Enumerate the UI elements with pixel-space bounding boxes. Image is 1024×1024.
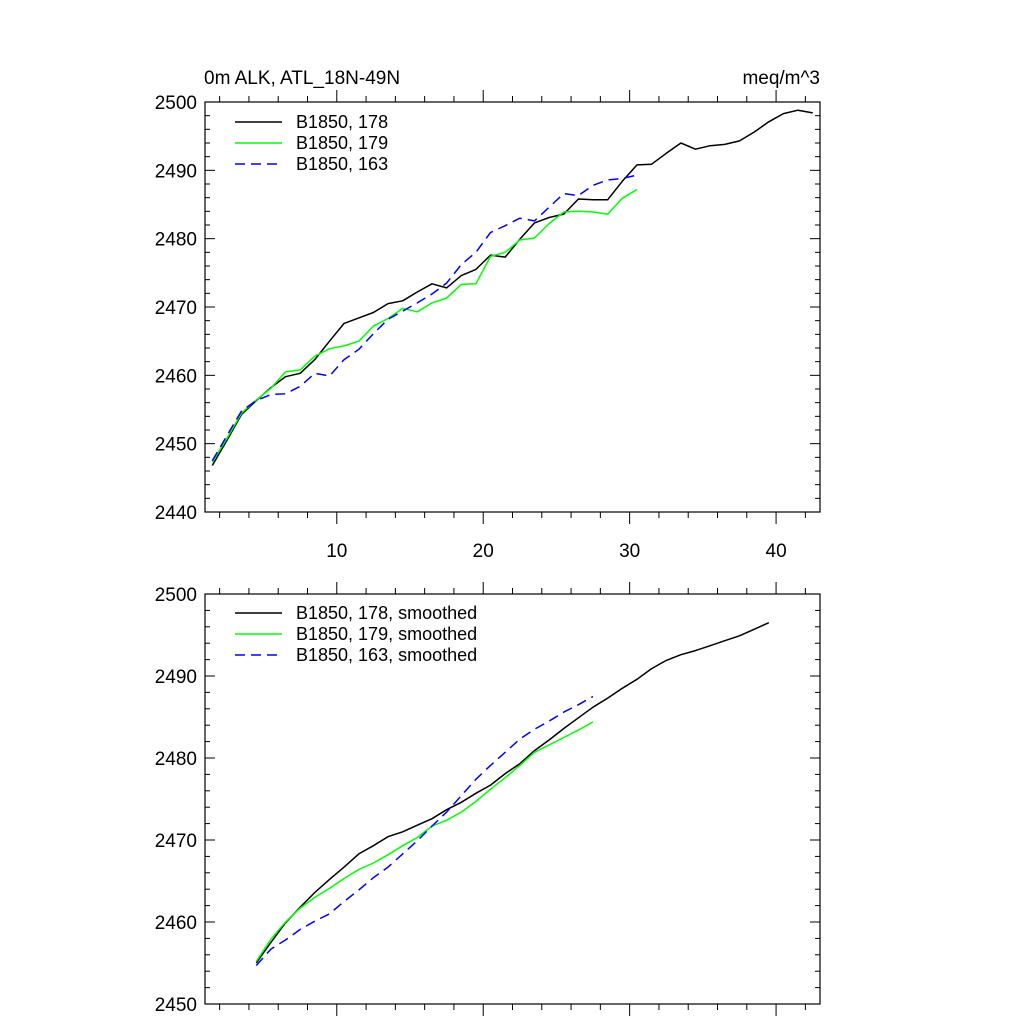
top-panel-series [211, 109, 813, 466]
series-line-1 [255, 622, 770, 964]
y-tick-label: 2450 [155, 995, 197, 1016]
legend-label-1: B1850, 178 [296, 112, 388, 132]
y-tick-label: 2490 [155, 161, 197, 182]
x-tick-label: 20 [473, 541, 494, 562]
y-tick-label: 2440 [155, 503, 197, 524]
y-tick-label: 2460 [155, 913, 197, 934]
y-tick-label: 2500 [155, 93, 197, 114]
legend-label-3: B1850, 163 [296, 154, 388, 174]
y-tick-label: 2490 [155, 667, 197, 688]
top-panel-title: 0m ALK, ATL_18N-49N [204, 68, 400, 89]
x-tick-label: 10 [326, 541, 347, 562]
bottom-panel-ticks: 2450 2460 2470 2480 2490 2500 [155, 582, 820, 1016]
series-line-2 [211, 188, 638, 463]
bottom-panel-series [255, 622, 770, 966]
bottom-panel: 2450 2460 2470 2480 2490 2500 B1850, 178, smo… [155, 582, 821, 1016]
top-panel-units: meq/m^3 [742, 68, 820, 89]
y-tick-label: 2470 [155, 831, 197, 852]
legend-label-2: B1850, 179, smoothed [296, 624, 477, 644]
y-tick-label: 2480 [155, 749, 197, 770]
top-panel-ticks: 2440 2450 2460 2470 2480 2490 2500 10 20 30 40 [155, 90, 820, 562]
legend-label-1: B1850, 178, smoothed [296, 603, 477, 623]
series-line-3 [211, 174, 638, 462]
y-tick-label: 2500 [155, 585, 197, 606]
x-tick-label: 40 [766, 541, 787, 562]
top-panel-frame [204, 101, 821, 513]
series-line-2 [255, 721, 594, 962]
y-tick-label: 2450 [155, 435, 197, 456]
y-tick-label: 2470 [155, 298, 197, 319]
y-tick-label: 2480 [155, 230, 197, 251]
bottom-panel-frame [204, 593, 821, 1005]
series-line-1 [211, 109, 813, 466]
series-line-3 [255, 695, 594, 966]
legend-label-3: B1850, 163, smoothed [296, 645, 477, 665]
x-tick-label: 30 [619, 541, 640, 562]
y-tick-label: 2460 [155, 366, 197, 387]
top-panel: 0m ALK, ATL_18N-49N meq/m^3 2440 2450 2460… [155, 68, 821, 562]
legend-label-2: B1850, 179 [296, 133, 388, 153]
